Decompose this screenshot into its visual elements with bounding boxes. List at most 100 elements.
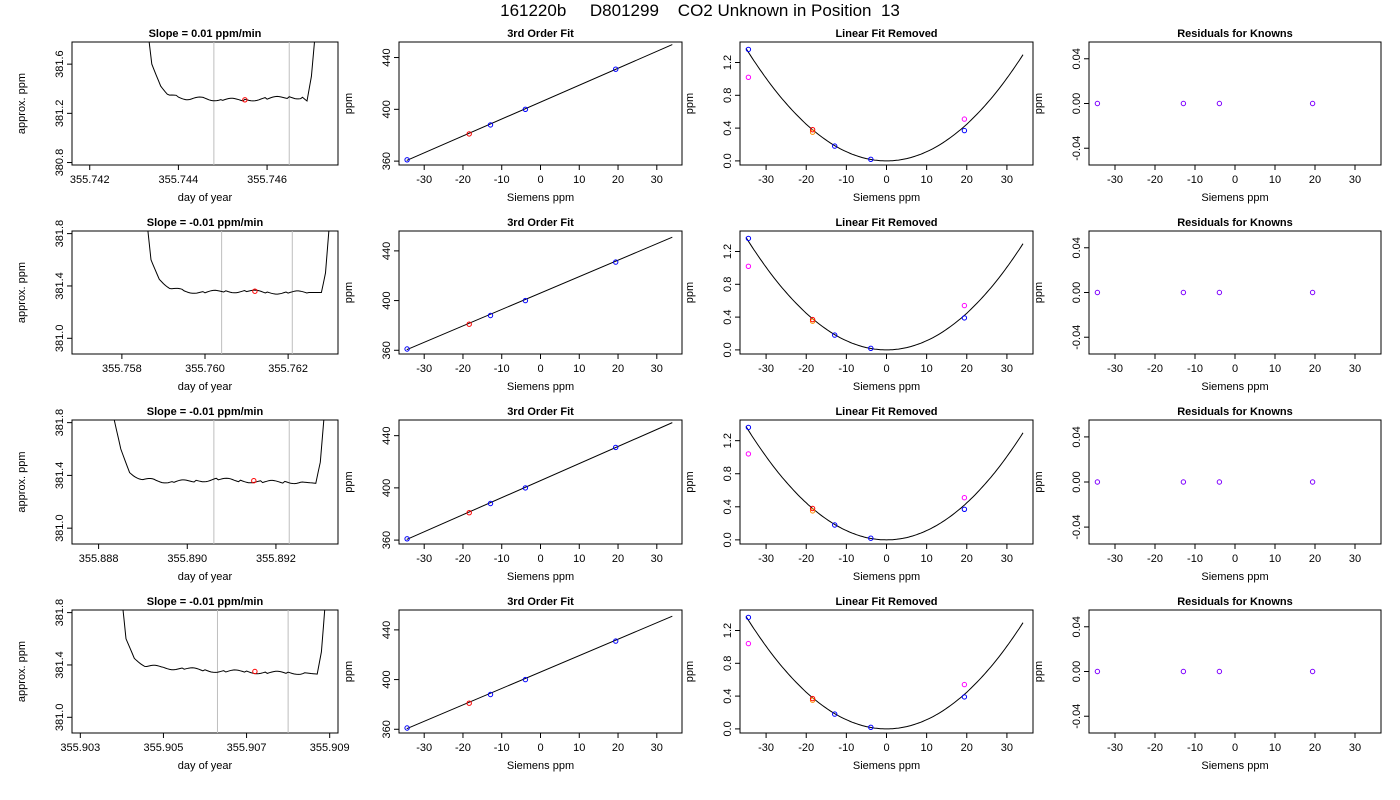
plot-panel-3-4: Residuals for Knowns -30 -20 -10 0 10 20 30 -0.0… [1033, 406, 1382, 583]
x-tick-label: 355.888 [79, 553, 119, 565]
y-tick-label: 0.4 [722, 499, 734, 514]
unknown-alt-point [961, 116, 968, 122]
x-tick-label: 30 [651, 742, 663, 754]
unknown-alt-point [745, 451, 752, 457]
y-tick-label: 400 [381, 479, 393, 497]
y-tick-label: 0.0 [722, 342, 734, 357]
y-tick-label: -0.04 [1071, 136, 1083, 161]
fit-curve [745, 426, 1024, 541]
known-point [613, 66, 619, 72]
unknown-orange-point [809, 508, 816, 514]
y-axis-label: ppm [684, 282, 696, 303]
x-tick-label: -30 [416, 174, 432, 186]
known-point [1309, 289, 1316, 296]
plot-frame [1088, 419, 1382, 545]
plot-area [113, 420, 325, 544]
plot-frame [739, 609, 1034, 734]
known-point [868, 156, 874, 163]
x-tick-label: 355.892 [256, 553, 296, 565]
y-tick-label: 381.8 [54, 409, 66, 437]
known-point [1180, 668, 1187, 675]
unknown-point [809, 316, 816, 323]
x-tick-label: -10 [494, 553, 510, 565]
y-tick-label: 0.4 [722, 688, 734, 703]
plot-area [1094, 479, 1316, 485]
known-point [522, 676, 529, 683]
fit-line [406, 44, 673, 161]
y-tick-label: 0.00 [1071, 471, 1083, 492]
y-tick-label: 381.6 [54, 50, 66, 78]
y-tick-label: 0.0 [722, 532, 734, 547]
fit-line [406, 236, 673, 351]
fit-line [406, 422, 673, 540]
y-tick-label: 381.0 [54, 704, 66, 732]
y-tick-label: 400 [381, 100, 393, 118]
x-tick-label: 30 [1001, 742, 1013, 754]
x-axis-label: Siemens ppm [853, 571, 920, 583]
x-tick-label: 0 [883, 742, 889, 754]
y-tick-label: 1.2 [722, 55, 734, 70]
y-tick-label: 0.8 [722, 656, 734, 671]
y-tick-label: 381.2 [54, 100, 66, 128]
plot-title: Linear Fit Removed [835, 596, 937, 608]
trace-line [122, 610, 326, 675]
x-tick-label: 30 [1001, 174, 1013, 186]
x-tick-label: 20 [1309, 553, 1321, 565]
y-tick-label: -0.04 [1071, 515, 1083, 540]
y-tick-label: 0.00 [1071, 661, 1083, 682]
x-tick-label: -20 [1147, 553, 1163, 565]
y-tick-label: 440 [381, 621, 393, 639]
known-point [1094, 289, 1101, 296]
known-point [1309, 668, 1316, 675]
known-point [832, 711, 838, 717]
x-tick-label: 355.760 [185, 363, 225, 375]
unknown-alt-point [961, 681, 968, 688]
x-tick-label: -20 [455, 553, 471, 565]
x-tick-label: 10 [921, 174, 933, 186]
x-axis-label: Siemens ppm [507, 571, 574, 583]
x-tick-label: 0 [1232, 742, 1238, 754]
x-tick-label: 355.907 [227, 742, 267, 754]
x-tick-label: -10 [838, 174, 854, 186]
y-axis-label: approx. ppm [16, 262, 28, 323]
known-point [1216, 289, 1223, 296]
unknown-point [466, 510, 472, 516]
x-tick-label: -20 [798, 553, 814, 565]
y-tick-label: 381.0 [54, 325, 66, 353]
y-tick-label: 0.4 [722, 120, 734, 135]
unknown-orange-point [809, 318, 816, 324]
known-point [1216, 668, 1223, 675]
plot-area [404, 615, 673, 731]
plot-area [745, 424, 1024, 541]
plot-panel-2-4: Residuals for Knowns -30 -20 -10 0 10 20 30 -0.0… [1033, 217, 1382, 393]
x-tick-label: -10 [1187, 174, 1203, 186]
fit-curve [745, 616, 1024, 730]
unknown-point [809, 505, 816, 512]
fit-line [406, 615, 673, 730]
x-axis-label: day of year [178, 192, 233, 204]
x-tick-label: -10 [838, 742, 854, 754]
y-axis-label: approx. ppm [16, 451, 28, 512]
trace-line [113, 420, 325, 485]
x-tick-label: 0 [1232, 174, 1238, 186]
x-tick-label: -10 [838, 553, 854, 565]
known-point [1180, 100, 1187, 107]
x-tick-label: -10 [838, 363, 854, 375]
y-tick-label: 0.0 [722, 153, 734, 168]
known-point [1094, 668, 1101, 675]
y-tick-label: 0.04 [1071, 616, 1083, 637]
known-point [745, 235, 752, 242]
y-tick-label: 381.8 [54, 220, 66, 248]
plot-panel-3-3: Linear Fit Removed -30 -20 -10 0 10 20 30 0.0 0.4… [684, 406, 1034, 583]
mean-point [252, 288, 258, 294]
y-tick-label: 381.0 [54, 514, 66, 542]
known-point [404, 157, 410, 163]
plot-area [147, 231, 330, 354]
x-tick-label: 20 [612, 742, 624, 754]
x-tick-label: 355.903 [60, 742, 100, 754]
plot-panel-3-1: Slope = -0.01 ppm/min 355.888 355.890 355.8… [16, 406, 339, 583]
x-axis-label: Siemens ppm [1201, 192, 1268, 204]
known-point [961, 315, 968, 321]
known-point [868, 724, 874, 730]
x-tick-label: -20 [1147, 363, 1163, 375]
